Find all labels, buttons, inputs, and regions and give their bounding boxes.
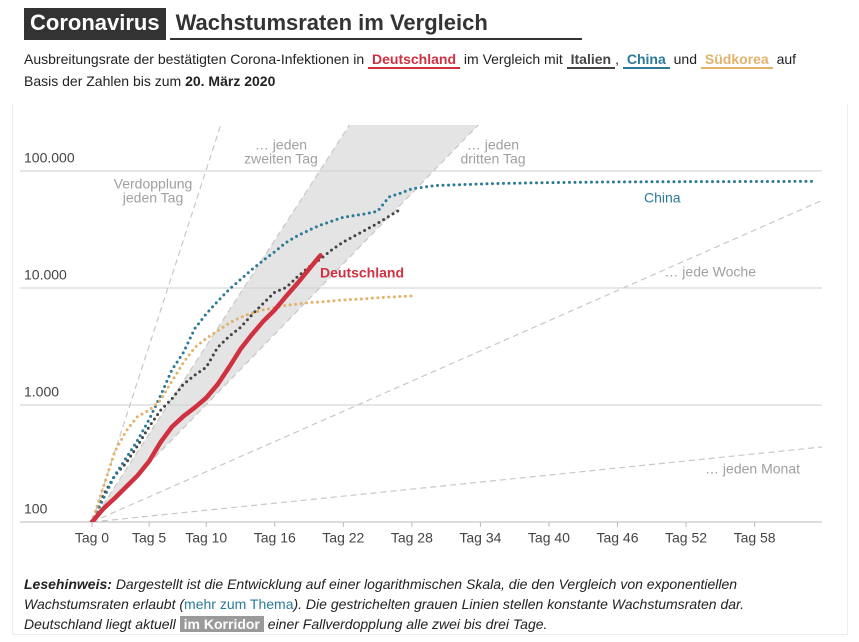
- x-tick-label: Tag 0: [75, 530, 109, 546]
- reference-label: … jeden Monat: [705, 461, 800, 477]
- legend-entry: Italien: [566, 51, 616, 69]
- x-tick-label: Tag 58: [734, 530, 776, 546]
- y-tick-label: 1.000: [24, 384, 59, 400]
- series-line: [90, 179, 814, 522]
- y-tick-label: 10.000: [24, 267, 67, 283]
- series-line: [90, 207, 402, 522]
- reference-label: Verdopplung: [114, 176, 193, 192]
- footnote-link[interactable]: mehr zum Thema: [184, 596, 294, 612]
- series-label: China: [644, 190, 681, 206]
- reference-line: [91, 446, 822, 522]
- title: Coronavirus Wachstumsraten im Vergleich: [24, 8, 582, 40]
- footnote-text: einer Fallverdopplung alle zwei bis drei…: [267, 616, 548, 632]
- x-tick-label: Tag 16: [254, 530, 296, 546]
- reference-label: … jeden: [467, 137, 519, 153]
- footnote-label: Lesehinweis:: [24, 576, 112, 592]
- y-tick-label: 100: [24, 501, 48, 517]
- reference-label: dritten Tag: [460, 151, 525, 167]
- corridor: [91, 125, 479, 522]
- series-line: [90, 294, 414, 522]
- legend-entry: Deutschland: [368, 51, 461, 69]
- title-main: Wachstumsraten im Vergleich: [169, 8, 582, 40]
- x-tick-label: Tag 10: [185, 530, 227, 546]
- subtitle-text: ,: [615, 51, 619, 67]
- frame: [12, 104, 848, 635]
- subtitle-text: und: [673, 51, 697, 67]
- x-tick-label: Tag 46: [596, 530, 638, 546]
- legend-entry: China: [622, 51, 670, 69]
- subtitle: Ausbreitungsrate der bestätigten Corona-…: [24, 48, 834, 92]
- footnote-highlight: im Korridor: [179, 616, 264, 632]
- legend-entry: Südkorea: [700, 51, 773, 69]
- reference-label: … jeden: [255, 137, 307, 153]
- x-tick-label: Tag 28: [391, 530, 433, 546]
- x-tick-label: Tag 34: [459, 530, 501, 546]
- x-tick-label: Tag 22: [322, 530, 364, 546]
- reference-line: [91, 125, 480, 522]
- footnote-text: Dargestellt ist die Entwicklung auf eine…: [24, 576, 738, 612]
- reference-label: jeden Tag: [122, 190, 183, 206]
- series-label: Deutschland: [320, 265, 404, 281]
- x-tick-label: Tag 5: [132, 530, 166, 546]
- subtitle-text: Basis der Zahlen bis zum: [24, 73, 182, 89]
- subtitle-text: auf: [776, 51, 797, 67]
- y-tick-label: 100.000: [24, 150, 75, 166]
- footnote: Lesehinweis: Dargestellt ist die Entwick…: [24, 574, 824, 634]
- reference-label: … jede Woche: [664, 264, 756, 280]
- reference-line: [91, 125, 222, 522]
- reference-label: zweiten Tag: [244, 151, 318, 167]
- footnote-text: ). Die gestrichelten grauen Linien stell…: [24, 596, 745, 632]
- subtitle-text: Ausbreitungsrate der bestätigten Corona-…: [24, 51, 365, 67]
- x-tick-label: Tag 40: [528, 530, 570, 546]
- x-tick-label: Tag 52: [665, 530, 707, 546]
- subtitle-text: im Vergleich mit: [463, 51, 563, 67]
- title-highlight: Coronavirus: [24, 8, 166, 40]
- series-line: [89, 253, 323, 522]
- reference-line: [91, 199, 822, 522]
- subtitle-date: 20. März 2020: [185, 73, 276, 89]
- reference-line: [91, 125, 351, 522]
